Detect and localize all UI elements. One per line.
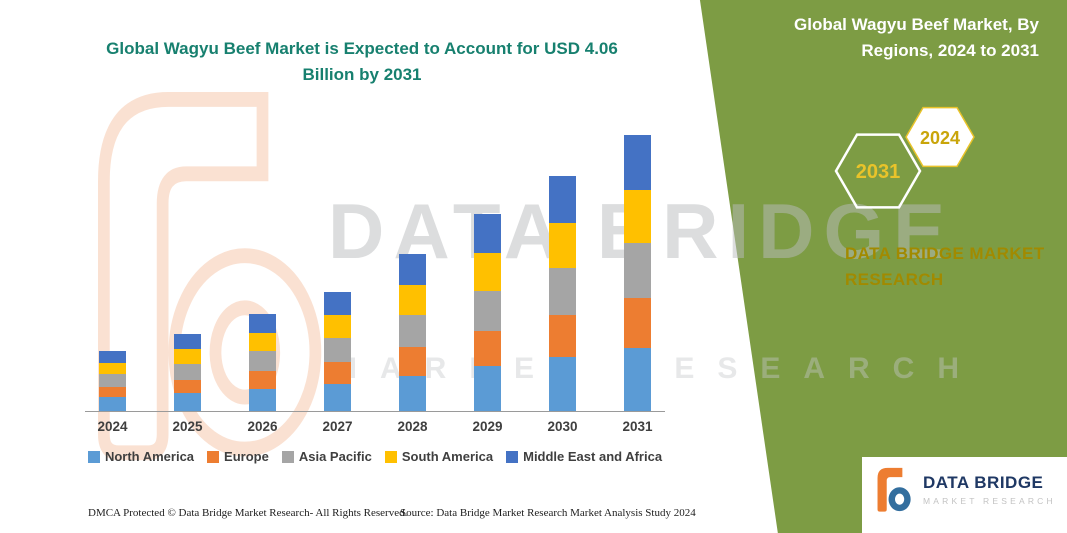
hexagon-2024-icon bbox=[905, 106, 975, 168]
x-axis-label: 2031 bbox=[622, 419, 653, 434]
stacked-bar-chart: 2024 2025 2026 2027 2028 2029 2030 2031 bbox=[85, 122, 665, 434]
bar-2025 bbox=[174, 334, 201, 411]
bar-segment bbox=[174, 393, 201, 411]
bar-segment bbox=[324, 362, 351, 384]
bar-segment bbox=[99, 397, 126, 411]
legend-label: South America bbox=[401, 449, 494, 464]
logo-area: DATA BRIDGE MARKET RESEARCH bbox=[862, 457, 1067, 533]
bar-segment bbox=[174, 334, 201, 350]
bar-segment bbox=[174, 379, 201, 394]
chart-legend: North America Europe Asia Pacific South Ame… bbox=[70, 449, 680, 464]
bar-2029 bbox=[474, 213, 501, 411]
x-axis-label: 2028 bbox=[397, 419, 428, 434]
badge-year-front: 2024 bbox=[920, 128, 960, 148]
bar-segment bbox=[249, 351, 276, 371]
legend-swatch-icon bbox=[281, 450, 294, 463]
x-axis-label: 2027 bbox=[322, 419, 353, 434]
bar-segment bbox=[99, 362, 126, 375]
legend-item: Europe bbox=[207, 449, 269, 464]
legend-swatch-icon bbox=[384, 450, 397, 463]
brand-text-line2: RESEARCH bbox=[845, 270, 944, 290]
bar-segment bbox=[324, 337, 351, 363]
bar-segment bbox=[624, 190, 651, 243]
bar-segment bbox=[249, 332, 276, 352]
bar-segment bbox=[174, 364, 201, 380]
bar-segment bbox=[549, 315, 576, 358]
x-axis-label: 2030 bbox=[547, 419, 578, 434]
badge-year-back: 2031 bbox=[856, 161, 901, 183]
legend-swatch-icon bbox=[506, 450, 519, 463]
bar-2026 bbox=[249, 313, 276, 411]
x-axis-label: 2025 bbox=[172, 419, 203, 434]
legend-item: North America bbox=[87, 449, 195, 464]
bar-segment bbox=[249, 313, 276, 333]
x-axis-label: 2024 bbox=[97, 419, 128, 434]
bar-segment bbox=[174, 349, 201, 365]
year-hexagon-badges: 2031 2024 bbox=[834, 106, 975, 209]
bar-segment bbox=[99, 351, 126, 363]
bar-segment bbox=[474, 330, 501, 367]
bar-segment bbox=[549, 357, 576, 411]
legend-swatch-icon bbox=[87, 450, 100, 463]
bar-segment bbox=[399, 347, 426, 376]
bar-segment bbox=[474, 290, 501, 331]
legend-label: Middle East and Africa bbox=[523, 449, 663, 464]
bar-segment bbox=[399, 285, 426, 316]
x-axis-label: 2029 bbox=[472, 419, 503, 434]
bar-segment bbox=[324, 292, 351, 316]
brand-b-icon bbox=[877, 467, 911, 512]
bar-2030 bbox=[549, 175, 576, 411]
bar-2024 bbox=[99, 351, 126, 411]
bar-segment bbox=[549, 222, 576, 268]
bar-segment bbox=[474, 253, 501, 291]
bar-segment bbox=[249, 388, 276, 411]
legend-label: Europe bbox=[224, 449, 269, 464]
legend-item: South America bbox=[384, 449, 494, 464]
legend-label: North America bbox=[104, 449, 195, 464]
source-note: Source: Data Bridge Market Research Mark… bbox=[400, 507, 696, 519]
bar-segment bbox=[474, 366, 501, 411]
bar-segment bbox=[399, 375, 426, 411]
bar-2031 bbox=[624, 135, 651, 411]
hexagon-2031-icon bbox=[834, 133, 922, 209]
bar-segment bbox=[624, 242, 651, 299]
bar-2027 bbox=[324, 292, 351, 411]
logo-title: DATA BRIDGE bbox=[923, 473, 1044, 492]
bar-segment bbox=[399, 315, 426, 348]
bar-segment bbox=[624, 347, 651, 411]
bar-segment bbox=[549, 175, 576, 223]
bar-segment bbox=[549, 267, 576, 316]
bar-segment bbox=[324, 315, 351, 338]
brand-text: DATA BRIDGE MARKET RESEARCH bbox=[845, 241, 1055, 294]
bar-segment bbox=[99, 374, 126, 387]
bar-segment bbox=[249, 370, 276, 389]
x-axis-label: 2026 bbox=[247, 419, 278, 434]
legend-swatch-icon bbox=[207, 450, 220, 463]
x-axis-labels: 2024 2025 2026 2027 2028 2029 2030 2031 bbox=[85, 419, 665, 434]
bar-segment bbox=[99, 386, 126, 398]
plot-area bbox=[85, 122, 665, 412]
data-bridge-logo: DATA BRIDGE MARKET RESEARCH bbox=[862, 457, 1067, 513]
brand-text-line1: DATA BRIDGE MARKET bbox=[845, 244, 1045, 263]
bar-segment bbox=[324, 383, 351, 411]
bar-segment bbox=[624, 298, 651, 348]
legend-item: Middle East and Africa bbox=[506, 449, 662, 464]
bar-segment bbox=[624, 135, 651, 191]
panel-heading: Global Wagyu Beef Market, By Regions, 20… bbox=[794, 15, 1039, 61]
bar-2028 bbox=[399, 253, 426, 411]
bar-segment bbox=[399, 253, 426, 286]
legend-item: Asia Pacific bbox=[281, 449, 372, 464]
chart-title: Global Wagyu Beef Market is Expected to … bbox=[106, 39, 618, 84]
dmca-note: DMCA Protected © Data Bridge Market Rese… bbox=[88, 507, 408, 519]
legend-label: Asia Pacific bbox=[298, 449, 372, 464]
logo-subtitle: MARKET RESEARCH bbox=[923, 496, 1056, 506]
bar-segment bbox=[474, 213, 501, 254]
